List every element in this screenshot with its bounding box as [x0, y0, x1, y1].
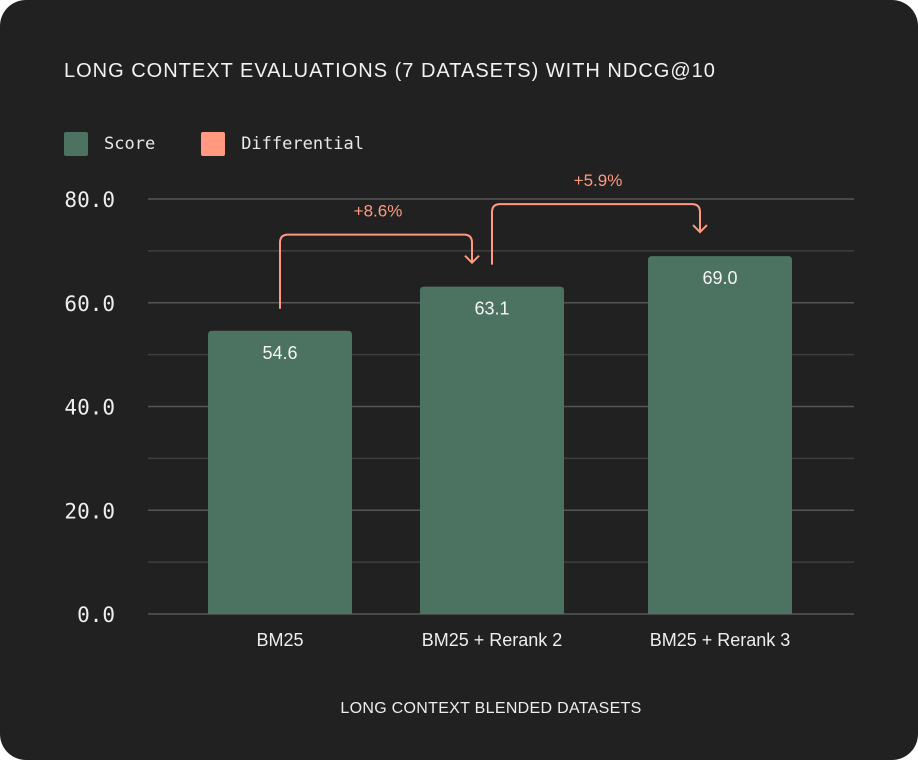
chart-title: LONG CONTEXT EVALUATIONS (7 DATASETS) WI… — [64, 60, 716, 82]
bar — [420, 286, 564, 614]
legend-swatch-score — [64, 132, 88, 156]
differential-label: +8.6% — [354, 202, 403, 221]
y-tick-label: 60.0 — [64, 292, 115, 316]
bar — [208, 330, 352, 614]
bar — [648, 256, 792, 614]
differential-label: +5.9% — [574, 171, 623, 190]
x-tick-label: BM25 — [256, 630, 303, 650]
differential-arrowhead — [692, 224, 708, 234]
bar-value-label: 54.6 — [262, 343, 297, 363]
legend-label-differential: Differential — [241, 134, 365, 154]
legend-swatch-differential — [201, 132, 226, 156]
legend: Score Differential — [64, 132, 410, 156]
legend-item-score: Score — [64, 132, 155, 156]
y-tick-label: 80.0 — [64, 188, 115, 212]
x-axis-title: LONG CONTEXT BLENDED DATASETS — [340, 700, 642, 717]
y-tick-label: 0.0 — [77, 603, 115, 627]
differential-arrowhead — [464, 254, 480, 265]
y-tick-label: 20.0 — [64, 499, 115, 523]
x-tick-label: BM25 + Rerank 3 — [650, 630, 791, 650]
y-tick-label: 40.0 — [64, 396, 115, 420]
x-tick-label: BM25 + Rerank 2 — [422, 630, 563, 650]
legend-item-differential: Differential — [201, 132, 364, 156]
bar-value-label: 63.1 — [474, 299, 509, 319]
legend-label-score: Score — [104, 134, 156, 154]
bar-value-label: 69.0 — [702, 268, 737, 288]
differential-connector — [491, 203, 701, 265]
differential-connector — [279, 233, 473, 309]
